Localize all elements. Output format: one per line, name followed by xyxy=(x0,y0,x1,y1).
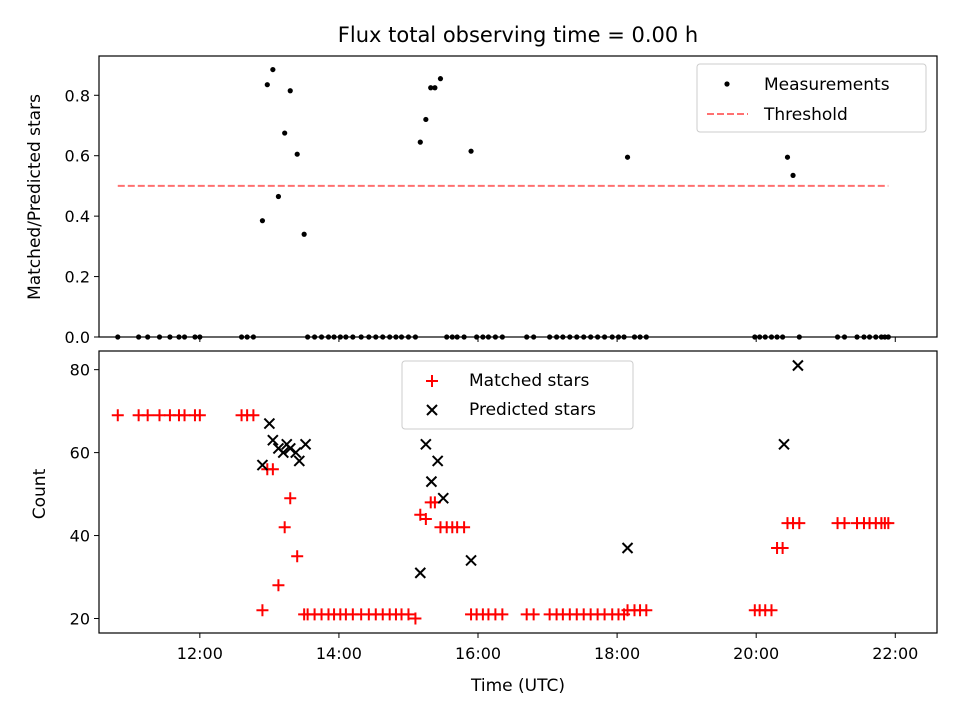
measurement-point xyxy=(784,154,791,160)
predicted-star-point xyxy=(277,446,289,459)
predicted-star-point xyxy=(256,459,269,471)
predicted-star-point xyxy=(299,438,312,451)
y-tick-label: 40 xyxy=(70,527,90,546)
legend-predicted-label: Predicted stars xyxy=(469,400,596,420)
matched-star-point xyxy=(266,463,279,476)
predicted-star-point xyxy=(465,554,477,567)
bottom-y-axis-label: Count xyxy=(30,468,50,519)
matched-star-point xyxy=(882,517,895,530)
measurement-point xyxy=(270,66,276,73)
matched-star-point xyxy=(640,604,653,617)
predicted-star-point xyxy=(425,475,438,488)
measurement-point xyxy=(624,154,631,160)
measurement-point xyxy=(432,85,438,91)
predicted-star-point xyxy=(290,446,302,459)
measurement-point xyxy=(264,82,270,88)
y-tick-label: 0.8 xyxy=(65,86,90,105)
y-tick-label: 0.6 xyxy=(65,147,90,166)
x-tick-label: 12:00 xyxy=(177,644,223,663)
legend-measurements-label: Measurements xyxy=(764,75,890,95)
matched-star-point xyxy=(141,409,154,422)
top-axes-frame xyxy=(98,55,938,338)
bottom-axes: 20 40 60 80 12:00 14:00 16:00 18:00 20:00 22:00 xyxy=(70,361,919,663)
bottom-panel: Count Time (UTC) 20 40 60 80 12:00 14:00 16:00… xyxy=(30,350,938,696)
matched-star-point xyxy=(527,608,540,621)
matched-star-point xyxy=(765,604,778,617)
legend-matched-marker xyxy=(426,375,438,387)
predicted-star-point xyxy=(621,542,634,554)
matched-star-point xyxy=(776,541,789,554)
top-axes: 0.0 0.2 0.4 0.6 0.8 xyxy=(65,86,896,347)
y-tick-label: 60 xyxy=(70,444,90,463)
matched-star-point xyxy=(291,550,304,563)
chart-title: Flux total observing time = 0.00 h xyxy=(338,23,698,47)
measurement-point xyxy=(282,130,288,136)
top-panel: Matched/Predicted stars 0.00.20.40.60.8 … xyxy=(25,55,938,347)
predicted-star-point xyxy=(414,567,426,579)
matched-star-point xyxy=(496,608,509,621)
predicted-star-point xyxy=(778,438,790,451)
matched-star-point xyxy=(272,579,285,592)
matched-star-point xyxy=(193,409,206,422)
x-tick-label: 20:00 xyxy=(733,644,779,663)
y-tick-label: 20 xyxy=(70,609,90,628)
measurement-point xyxy=(423,116,429,123)
matched-star-point xyxy=(838,517,851,530)
predicted-star-point xyxy=(431,455,444,467)
matched-star-point xyxy=(793,517,806,530)
y-tick-label: 0.4 xyxy=(65,207,90,226)
x-tick-label: 16:00 xyxy=(455,644,501,663)
matched-star-point xyxy=(402,608,415,621)
bottom-axes-frame xyxy=(98,350,938,634)
measurement-point xyxy=(287,88,293,94)
measurement-point xyxy=(790,172,796,178)
predicted-star-point xyxy=(263,417,276,430)
y-tick-label: 0.2 xyxy=(65,268,90,287)
legend-matched-label: Matched stars xyxy=(469,371,589,391)
matched-star-point xyxy=(278,521,291,534)
measurement-point xyxy=(417,139,423,145)
x-tick-label: 18:00 xyxy=(594,644,640,663)
x-tick-label: 14:00 xyxy=(316,644,362,663)
matched-star-point xyxy=(247,409,260,422)
legend-measurements-marker xyxy=(724,81,730,87)
matched-star-point xyxy=(458,521,471,534)
predicted-star-point xyxy=(284,442,296,455)
y-tick-label: 0.0 xyxy=(65,328,90,347)
predicted-star-point xyxy=(420,438,432,451)
predicted-star-point xyxy=(293,455,305,467)
y-tick-label: 80 xyxy=(70,361,90,380)
matched-star-point xyxy=(178,409,191,422)
x-axis-label: Time (UTC) xyxy=(470,676,565,696)
predicted-star-point xyxy=(437,492,449,504)
predicted-star-point xyxy=(792,359,804,372)
x-tick-label: 22:00 xyxy=(872,644,918,663)
measurement-point xyxy=(294,151,300,157)
top-legend: Measurements Threshold xyxy=(696,63,927,133)
measurement-point xyxy=(428,85,434,91)
measurement-point xyxy=(437,76,444,82)
legend-threshold-label: Threshold xyxy=(763,105,848,125)
bottom-legend: Matched stars Predicted stars xyxy=(401,360,634,430)
measurement-point xyxy=(468,148,474,154)
measurement-point xyxy=(275,193,282,200)
legend-predicted-marker xyxy=(426,404,438,416)
measurement-point xyxy=(259,218,266,224)
bottom-plot-area xyxy=(111,359,895,625)
matched-star-point xyxy=(111,409,124,422)
matched-star-point xyxy=(153,409,166,422)
matched-star-point xyxy=(256,604,269,617)
measurement-point xyxy=(301,231,307,237)
top-y-axis-label: Matched/Predicted stars xyxy=(25,94,45,300)
matched-star-point xyxy=(284,492,297,505)
matched-star-point xyxy=(409,612,422,625)
predicted-star-point xyxy=(267,434,279,446)
matched-star-point xyxy=(419,512,432,525)
